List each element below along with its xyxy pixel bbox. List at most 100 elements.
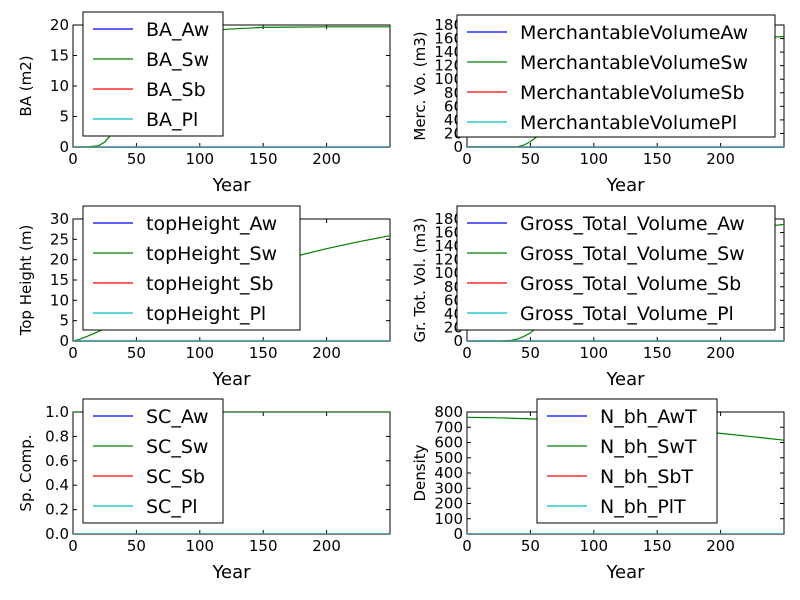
- y-tick-label: 15: [50, 47, 69, 65]
- x-tick-label: 150: [643, 537, 672, 555]
- legend-box: [82, 11, 224, 137]
- y-tick-label: 10: [50, 77, 69, 95]
- x-tick-label: 150: [249, 150, 278, 168]
- legend-label: topHeight_Pl: [146, 303, 266, 325]
- y-tick-label: 600: [434, 434, 463, 452]
- legend-box: [82, 398, 224, 524]
- y-tick-label: 20: [50, 251, 69, 269]
- legend-label: MerchantableVolumeSb: [520, 82, 745, 104]
- legend-label: topHeight_Sw: [146, 243, 277, 265]
- x-tick-label: 100: [579, 150, 608, 168]
- x-tick-label: 50: [521, 537, 540, 555]
- x-tick-label: 200: [312, 537, 341, 555]
- x-tick-label: 0: [462, 150, 472, 168]
- x-tick-label: 0: [462, 537, 472, 555]
- legend-label: SC_Sb: [146, 466, 205, 488]
- y-tick-label: 10: [50, 291, 69, 309]
- x-tick-label: 100: [579, 537, 608, 555]
- y-tick-label: 100: [434, 70, 463, 88]
- legend-label: N_bh_AwT: [600, 406, 697, 428]
- y-axis-label: Sp. Comp.: [17, 434, 35, 511]
- legend-label: topHeight_Aw: [146, 213, 277, 235]
- y-tick-label: 0: [453, 525, 463, 543]
- legend-label: SC_Sw: [146, 436, 208, 458]
- x-tick-label: 200: [706, 150, 735, 168]
- subplot-5: 0 50 100 150 200 0.0 0.2 0.4 0.6 0.8 1.0 Year Sp. Co…: [17, 398, 391, 583]
- legend: SC_Aw SC_Sw SC_Sb SC_Pl: [82, 398, 224, 524]
- x-tick-label: 50: [127, 150, 146, 168]
- x-tick-label: 50: [521, 150, 540, 168]
- y-tick-label: 1.0: [45, 403, 69, 421]
- x-axis-label: Year: [211, 369, 251, 390]
- subplot-3: 0 50 100 150 200 0 5 10 15 20 25 30 Year Top Height (…: [17, 205, 391, 390]
- y-tick-label: 140: [434, 43, 463, 61]
- y-tick-label: 0: [59, 138, 69, 156]
- x-tick-label: 200: [706, 537, 735, 555]
- y-tick-label: 0.0: [45, 525, 69, 543]
- x-tick-label: 0: [68, 537, 78, 555]
- x-tick-label: 200: [706, 344, 735, 362]
- y-tick-label: 700: [434, 418, 463, 436]
- legend-box: [82, 205, 301, 331]
- legend: N_bh_AwT N_bh_SwT N_bh_SbT N_bh_PlT: [536, 398, 718, 524]
- y-tick-label: 0.8: [45, 427, 69, 445]
- legend-label: MerchantableVolumeAw: [520, 22, 748, 44]
- x-axis-label: Year: [605, 175, 645, 196]
- x-tick-label: 50: [127, 537, 146, 555]
- legend-label: Gross_Total_Volume_Pl: [520, 303, 734, 325]
- x-tick-label: 50: [127, 344, 146, 362]
- y-tick-label: 5: [59, 312, 69, 330]
- y-tick-label: 0: [59, 332, 69, 350]
- legend: topHeight_Aw topHeight_Sw topHeight_Sb topH…: [82, 205, 301, 331]
- subplot-1: 0 50 100 150 200 0 5 10 15 20 Year BA (m2) BA_Aw BA_S…: [17, 11, 391, 196]
- y-tick-label: 180: [434, 210, 463, 228]
- y-tick-label: 100: [434, 510, 463, 528]
- legend-label: Gross_Total_Volume_Aw: [520, 213, 745, 235]
- x-tick-label: 100: [185, 150, 214, 168]
- legend-box: [456, 14, 776, 138]
- subplot-2: 0 50 100 150 200020406080100120140160180Year…: [411, 14, 785, 196]
- x-axis-label: Year: [211, 175, 251, 196]
- legend-label: SC_Pl: [146, 496, 198, 518]
- x-tick-label: 100: [185, 537, 214, 555]
- legend-label: N_bh_PlT: [600, 496, 686, 518]
- x-tick-label: 0: [462, 344, 472, 362]
- y-tick-label: 160: [434, 224, 463, 242]
- legend: Gross_Total_Volume_Aw Gross_Total_Volume_…: [456, 205, 776, 331]
- subplot-6: 0 50 100 150 2000100200300400500600700800Yea…: [411, 398, 785, 583]
- y-tick-label: 0: [453, 332, 463, 350]
- x-tick-label: 100: [185, 344, 214, 362]
- y-tick-label: 180: [434, 16, 463, 34]
- legend-label: BA_Pl: [146, 109, 198, 131]
- legend-label: BA_Aw: [146, 19, 209, 41]
- legend: BA_Aw BA_Sw BA_Sb BA_Pl: [82, 11, 224, 137]
- y-axis-label: Density: [411, 444, 429, 501]
- legend-label: N_bh_SbT: [600, 466, 693, 488]
- legend-label: Gross_Total_Volume_Sw: [520, 243, 745, 265]
- y-axis-label: BA (m2): [17, 55, 35, 116]
- y-tick-label: 800: [434, 403, 463, 421]
- subplot-4: 0 50 100 150 200020406080100120140160180Year…: [411, 205, 785, 390]
- y-tick-label: 0.2: [45, 501, 69, 519]
- y-tick-label: 20: [50, 16, 69, 34]
- y-tick-label: 5: [59, 108, 69, 126]
- x-tick-label: 0: [68, 150, 78, 168]
- x-tick-label: 100: [579, 344, 608, 362]
- y-tick-label: 120: [434, 251, 463, 269]
- y-tick-label: 0.6: [45, 452, 69, 470]
- y-axis-label: Top Height (m): [17, 225, 35, 337]
- x-tick-label: 150: [249, 344, 278, 362]
- y-tick-label: 160: [434, 30, 463, 48]
- y-tick-label: 500: [434, 449, 463, 467]
- x-tick-label: 50: [521, 344, 540, 362]
- legend-label: SC_Aw: [146, 406, 209, 428]
- legend-label: MerchantableVolumePl: [520, 112, 737, 134]
- legend-label: topHeight_Sb: [146, 273, 274, 295]
- x-axis-label: Year: [605, 562, 645, 583]
- x-tick-label: 0: [68, 344, 78, 362]
- legend-box: [456, 205, 776, 331]
- y-tick-label: 200: [434, 495, 463, 513]
- y-tick-label: 120: [434, 57, 463, 75]
- y-axis-label: Merc. Vo. (m3): [411, 31, 429, 140]
